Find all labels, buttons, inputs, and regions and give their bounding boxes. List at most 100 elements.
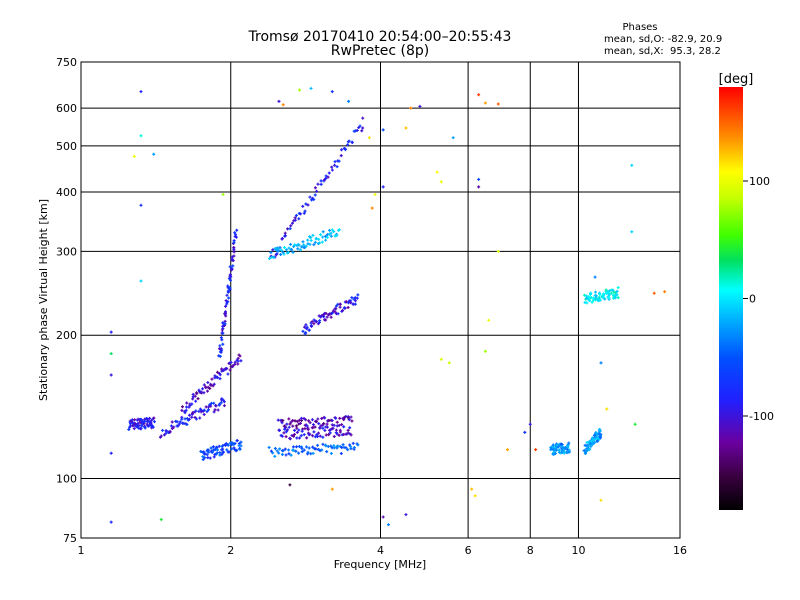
trace-point xyxy=(310,418,314,422)
trace-point xyxy=(202,391,206,395)
trace-point xyxy=(307,446,311,450)
trace-point xyxy=(228,265,232,269)
trace-point xyxy=(347,418,351,422)
trace-point xyxy=(330,168,334,172)
trace-point xyxy=(214,404,218,408)
trace-point xyxy=(594,290,598,294)
trace-point xyxy=(317,422,321,426)
trace-point xyxy=(324,238,328,242)
trace-point xyxy=(329,444,333,448)
trace-point xyxy=(316,431,320,435)
trace-point xyxy=(194,409,198,413)
data-point xyxy=(477,93,481,97)
trace-point xyxy=(604,288,608,292)
trace-point xyxy=(341,309,345,313)
trace-point xyxy=(275,247,279,251)
trace-point xyxy=(231,264,235,268)
trace-point xyxy=(143,419,147,423)
trace-point xyxy=(150,424,154,428)
trace-point xyxy=(289,453,293,457)
trace-point xyxy=(589,444,593,448)
trace-point xyxy=(306,203,310,207)
trace-point xyxy=(613,296,617,300)
chart-title: Tromsø 20170410 20:54:00–20:55:43 xyxy=(248,29,512,45)
trace-point xyxy=(311,445,315,449)
data-point xyxy=(483,349,487,353)
trace-point xyxy=(314,447,318,451)
trace-point xyxy=(276,418,280,422)
trace-point xyxy=(309,236,313,240)
trace-point xyxy=(300,450,304,454)
trace-point xyxy=(585,296,589,300)
data-point xyxy=(439,180,443,184)
trace-point xyxy=(198,416,202,420)
trace-point xyxy=(232,246,236,250)
trace-point xyxy=(215,375,219,379)
trace-point xyxy=(298,421,302,425)
x-tick-label: 1 xyxy=(78,544,85,557)
plot-frame xyxy=(80,61,681,539)
trace-point xyxy=(297,451,301,455)
trace-point xyxy=(280,421,284,425)
trace-point xyxy=(282,246,286,250)
trace-point xyxy=(323,428,327,432)
data-point xyxy=(496,249,500,253)
trace-point xyxy=(358,124,362,128)
trace-point xyxy=(316,417,320,421)
trace-point xyxy=(348,426,352,430)
trace-point xyxy=(594,431,598,435)
trace-point xyxy=(304,202,308,206)
trace-point xyxy=(285,422,289,426)
trace-point xyxy=(594,296,598,300)
trace-point xyxy=(205,453,209,457)
phase-stats-x: mean, sd,X: 95.3, 28.2 xyxy=(604,46,721,57)
trace-point xyxy=(337,433,341,437)
trace-point xyxy=(301,240,305,244)
trace-point xyxy=(140,423,144,427)
trace-point xyxy=(321,435,325,439)
trace-point xyxy=(208,456,212,460)
trace-point xyxy=(235,228,239,232)
trace-point xyxy=(335,233,339,237)
data-points xyxy=(109,86,667,527)
trace-point xyxy=(583,293,587,297)
trace-point xyxy=(170,420,174,424)
trace-point xyxy=(194,391,198,395)
data-point xyxy=(599,361,603,365)
trace-point xyxy=(224,304,228,308)
trace-point xyxy=(148,416,152,420)
trace-point xyxy=(214,445,218,449)
trace-point xyxy=(300,245,304,249)
trace-point xyxy=(594,294,598,298)
trace-point xyxy=(298,248,302,252)
trace-point xyxy=(297,436,301,440)
trace-point xyxy=(221,368,225,372)
trace-point xyxy=(330,419,334,423)
trace-point xyxy=(331,426,335,430)
trace-point xyxy=(316,434,320,438)
data-point xyxy=(473,494,477,498)
trace-point xyxy=(332,230,336,234)
trace-point xyxy=(220,452,224,456)
trace-point xyxy=(211,445,215,449)
trace-point xyxy=(303,427,307,431)
trace-point xyxy=(294,424,298,428)
trace-point xyxy=(303,332,307,336)
trace-point xyxy=(361,116,365,120)
trace-point xyxy=(299,416,303,420)
data-point xyxy=(330,90,334,94)
trace-point xyxy=(553,452,557,456)
trace-point xyxy=(295,430,299,434)
trace-point xyxy=(227,450,231,454)
data-point xyxy=(109,451,113,455)
trace-point xyxy=(330,311,334,315)
trace-point xyxy=(297,428,301,432)
trace-point xyxy=(215,451,219,455)
trace-point xyxy=(273,446,277,450)
trace-point xyxy=(278,246,282,250)
trace-point xyxy=(309,239,313,243)
trace-point xyxy=(316,443,320,447)
trace-point xyxy=(589,295,593,299)
trace-point xyxy=(228,278,232,282)
trace-point xyxy=(180,415,184,419)
